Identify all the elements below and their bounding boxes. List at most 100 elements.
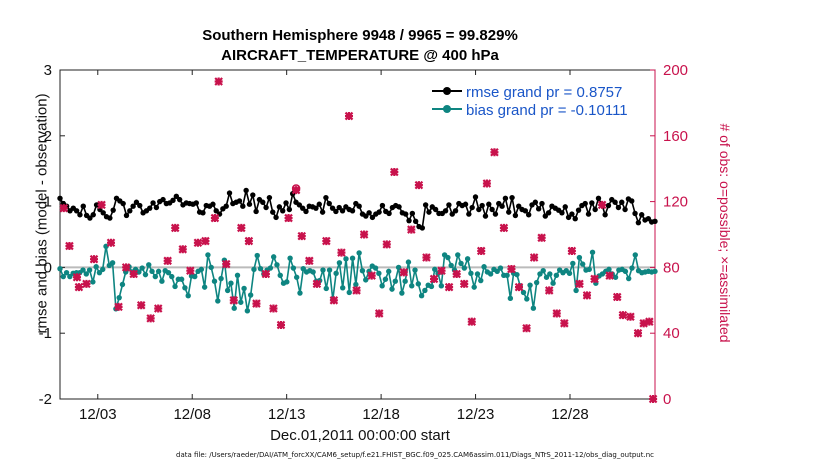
- bias-point: [182, 285, 188, 291]
- bias-point: [244, 308, 251, 314]
- bias-point: [576, 254, 583, 261]
- obs-assimilated-point: [429, 274, 439, 284]
- rmse-point: [270, 209, 276, 215]
- x-tick-label: 12/08: [173, 406, 211, 423]
- bias-point: [323, 285, 329, 292]
- rmse-point: [90, 212, 96, 218]
- obs-assimilated-point: [645, 317, 654, 326]
- rmse-point: [595, 195, 602, 202]
- rmse-point: [173, 193, 180, 200]
- bias-point: [67, 273, 73, 280]
- bias-point: [349, 255, 356, 261]
- bias-point: [270, 254, 277, 260]
- rmse-point: [376, 209, 382, 215]
- obs-assimilated-point: [237, 223, 246, 233]
- obs-assimilated-point: [407, 225, 416, 234]
- bias-point: [353, 281, 359, 288]
- bias-point: [543, 274, 550, 280]
- obs-assimilated-point: [193, 238, 203, 248]
- bias-point: [432, 266, 438, 273]
- obs-assimilated-point: [201, 236, 210, 246]
- bias-point: [172, 283, 178, 290]
- bias-point: [438, 283, 445, 289]
- rmse-point: [176, 196, 183, 203]
- obs-assimilated-point: [252, 299, 261, 308]
- bias-point: [527, 282, 533, 288]
- rmse-point: [572, 216, 578, 222]
- bias-point: [402, 278, 408, 284]
- rmse-point: [93, 202, 100, 208]
- rmse-point: [286, 206, 293, 213]
- bias-point: [100, 266, 106, 273]
- rmse-point: [303, 208, 309, 215]
- bias-point: [169, 273, 175, 280]
- obs-assimilated-point: [499, 223, 509, 233]
- obs-assimilated-point: [560, 319, 569, 328]
- bias-point: [201, 284, 208, 290]
- rmse-point: [326, 200, 332, 207]
- obs-assimilated-point: [482, 179, 492, 188]
- rmse-point: [160, 196, 166, 203]
- rmse-point: [612, 199, 618, 205]
- rmse-point: [486, 201, 492, 207]
- bias-point: [487, 271, 494, 277]
- rmse-point: [223, 203, 229, 209]
- x-tick-label: 12/03: [79, 406, 117, 423]
- rmse-point: [323, 194, 329, 201]
- rmse-point: [73, 208, 80, 214]
- bias-point: [336, 260, 343, 266]
- bias-point: [392, 278, 399, 284]
- rmse-point: [406, 217, 412, 224]
- rmse-point: [313, 205, 319, 211]
- bias-point: [566, 270, 573, 277]
- obs-assimilated-point: [567, 246, 577, 256]
- bias-point: [629, 265, 635, 271]
- bias-point: [428, 283, 435, 290]
- obs-assimilated-point: [291, 185, 301, 195]
- bias-point: [257, 266, 264, 272]
- obs-assimilated-point: [312, 279, 322, 289]
- rmse-point: [260, 199, 266, 205]
- rmse-point: [110, 207, 116, 213]
- bias-point: [109, 260, 116, 266]
- bias-point: [241, 285, 247, 292]
- rmse-point: [226, 190, 233, 196]
- rmse-point: [379, 202, 386, 209]
- rmse-point: [213, 208, 219, 214]
- rmse-point: [559, 210, 565, 216]
- bias-point: [205, 252, 211, 258]
- bias-point: [468, 270, 474, 277]
- obs-assimilated-point: [552, 309, 562, 318]
- obs-assimilated-point: [297, 231, 307, 241]
- obs-assimilated-point: [97, 200, 106, 210]
- rmse-point: [525, 212, 532, 218]
- rmse-point: [200, 210, 206, 216]
- obs-assimilated-point: [422, 253, 431, 262]
- bias-point: [405, 259, 412, 265]
- bias-point: [293, 274, 300, 280]
- bias-point: [284, 279, 290, 285]
- obs-assimilated-point: [244, 236, 254, 246]
- obs-assimilated-point: [476, 246, 486, 256]
- bias-point: [192, 273, 198, 280]
- obs-assimilated-point: [544, 286, 554, 295]
- rmse-point: [619, 199, 625, 205]
- rmse-point: [472, 194, 479, 200]
- bias-point: [63, 269, 70, 276]
- bias-point: [537, 271, 543, 277]
- bias-point: [586, 266, 592, 273]
- obs-assimilated-point: [322, 236, 331, 246]
- obs-assimilated-point: [121, 263, 131, 272]
- bias-point: [382, 276, 389, 282]
- bias-point: [464, 256, 471, 262]
- rmse-point: [499, 203, 505, 209]
- plot-frame: [59, 69, 656, 400]
- bias-point: [86, 267, 93, 273]
- bias-point: [570, 260, 576, 267]
- rmse-point: [402, 211, 409, 217]
- bias-point: [254, 252, 260, 259]
- rmse-point: [462, 201, 469, 207]
- rmse-point: [542, 213, 549, 219]
- obs-assimilated-point: [633, 328, 643, 338]
